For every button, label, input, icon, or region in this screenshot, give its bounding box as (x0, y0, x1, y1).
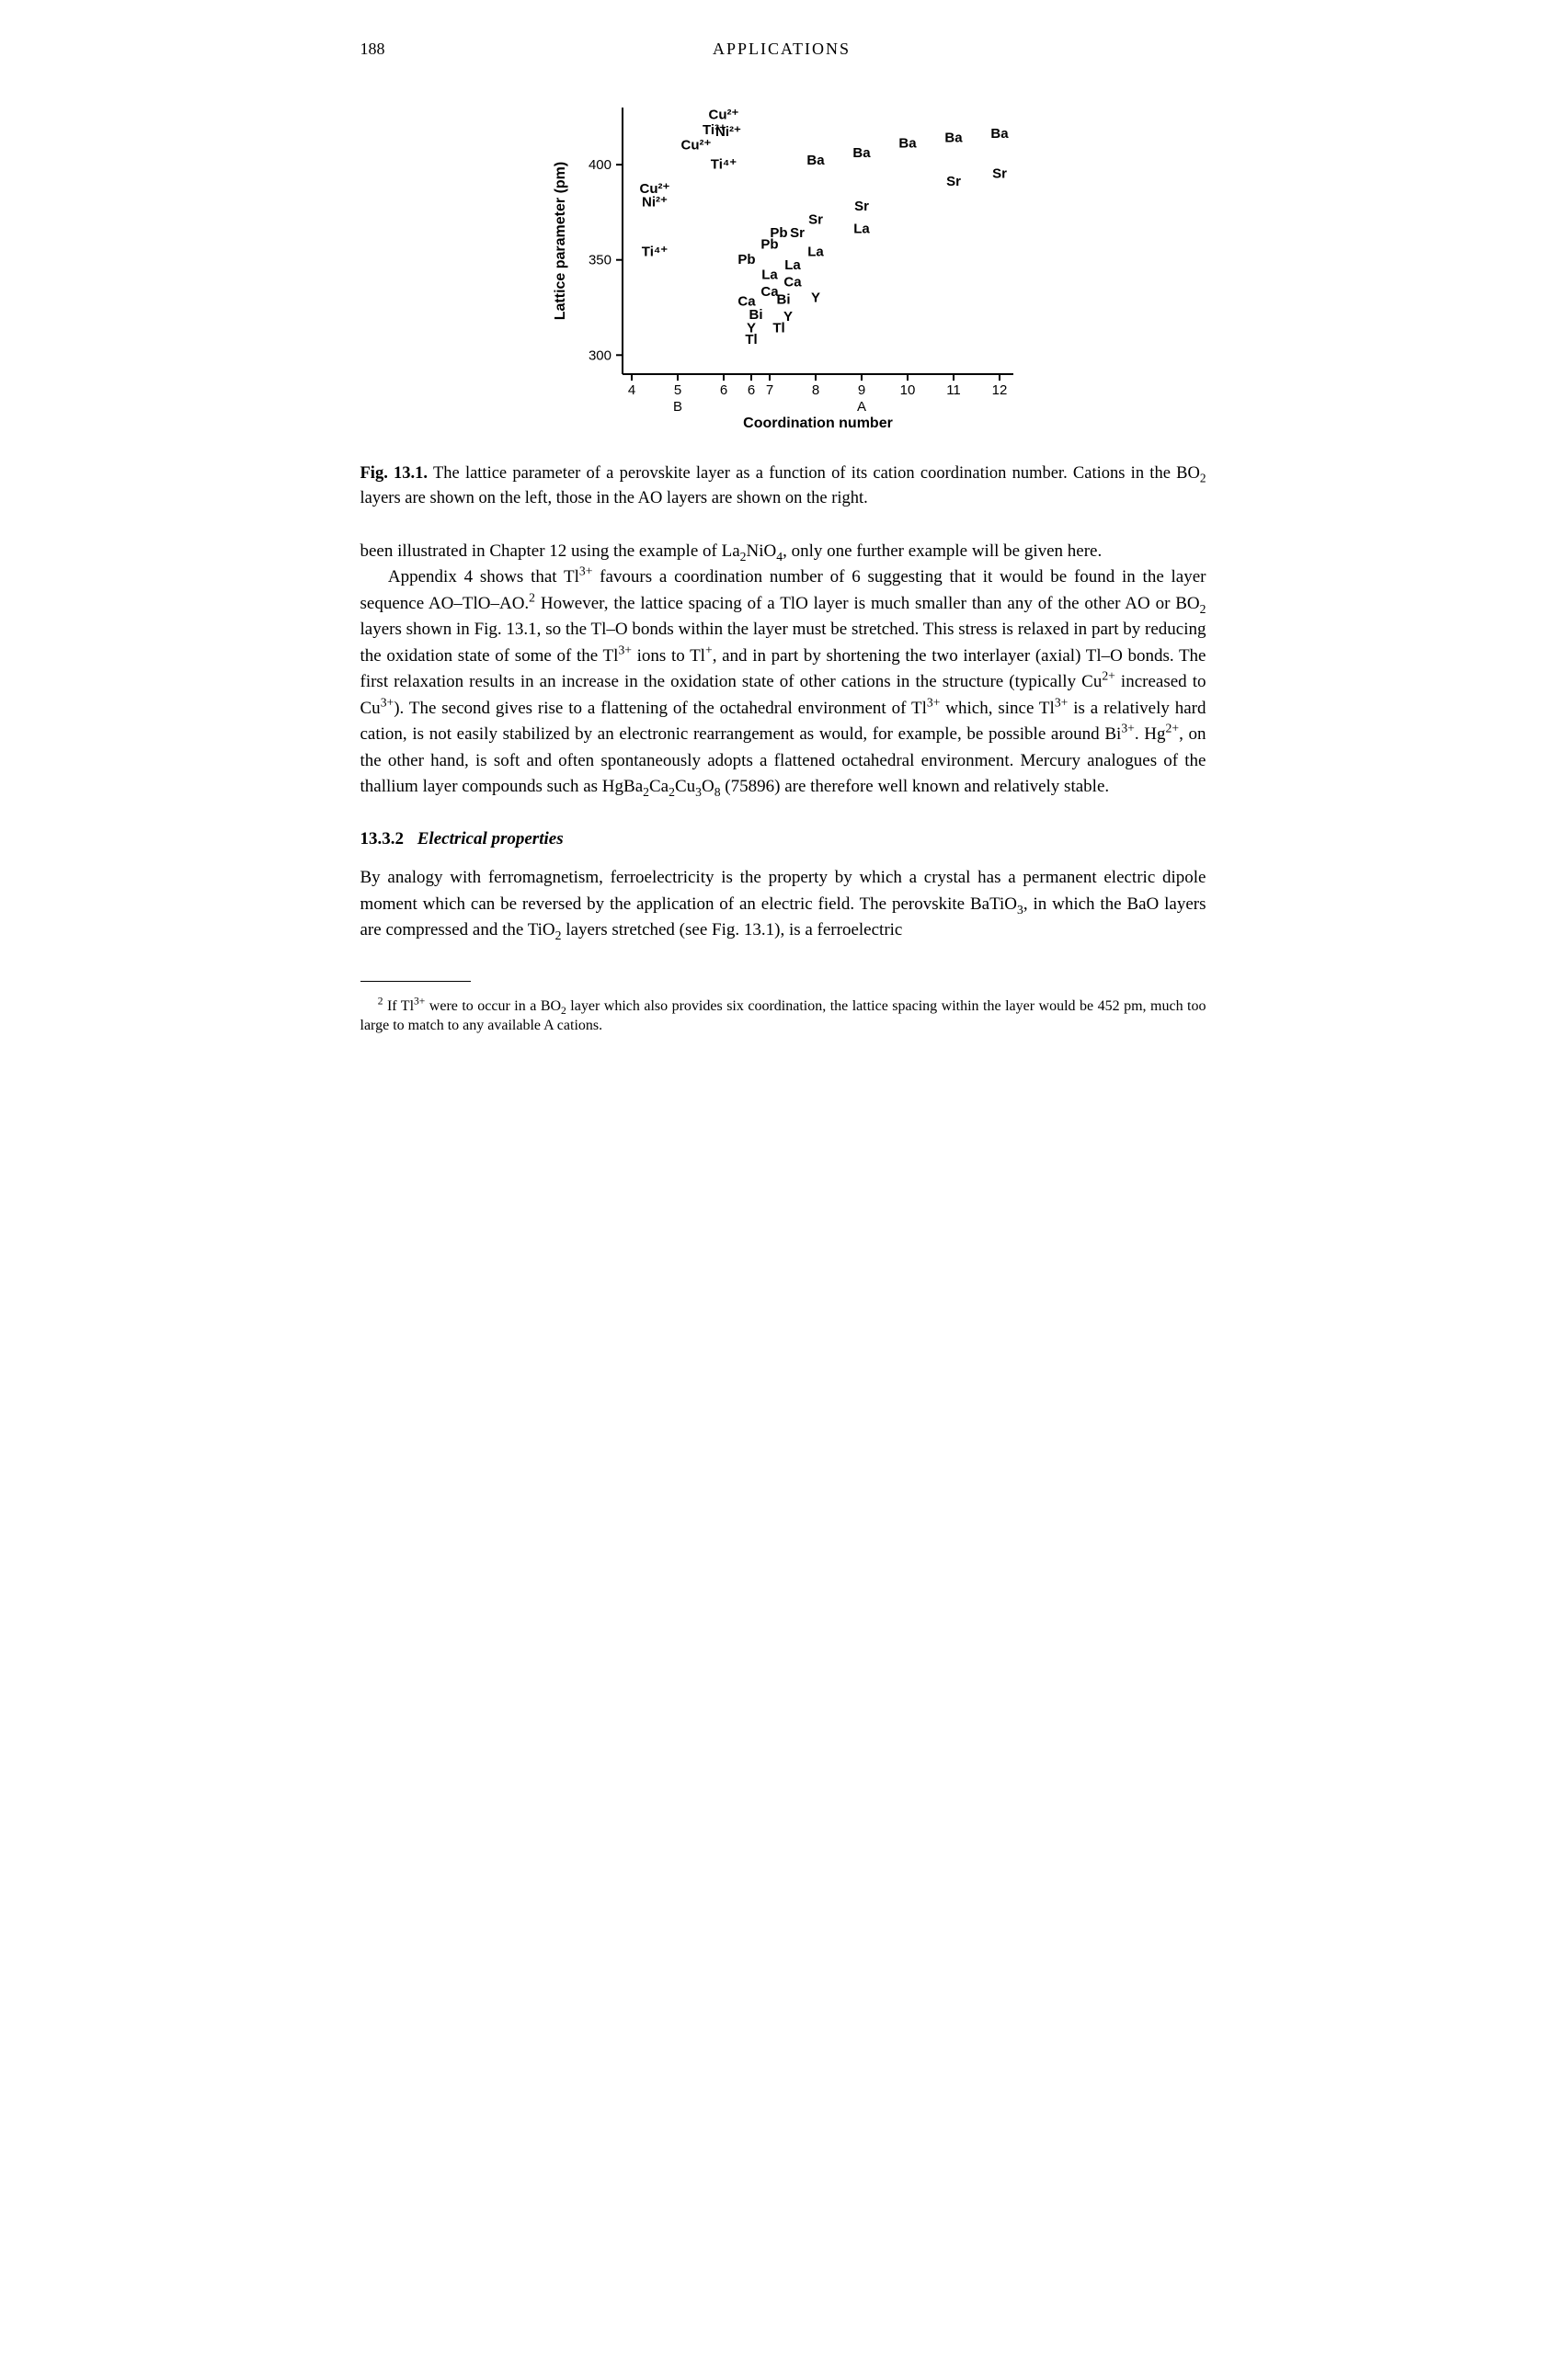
chapter-title: APPLICATIONS (385, 37, 1179, 62)
section-number: 13.3.2 (360, 829, 405, 848)
svg-text:Lattice parameter (pm): Lattice parameter (pm) (553, 162, 568, 321)
caption-label: Fig. 13.1. (360, 464, 429, 483)
svg-text:La: La (761, 267, 778, 282)
svg-text:Ba: Ba (852, 145, 871, 161)
svg-text:Ni²⁺: Ni²⁺ (715, 124, 741, 140)
svg-text:6: 6 (747, 382, 754, 398)
svg-text:Pb: Pb (737, 252, 755, 268)
body-p3: By analogy with ferromagnetism, ferroele… (360, 865, 1206, 944)
footnote: 2 If Tl3+ were to occur in a BO2 layer w… (360, 996, 1206, 1036)
svg-text:Ca: Ca (783, 275, 802, 290)
svg-text:10: 10 (899, 382, 915, 398)
svg-text:5: 5 (673, 382, 680, 398)
svg-text:Coordination number: Coordination number (743, 416, 893, 431)
svg-text:La: La (853, 222, 870, 237)
svg-text:Y: Y (810, 290, 819, 305)
svg-text:6: 6 (719, 382, 726, 398)
svg-text:Ti⁴⁺: Ti⁴⁺ (641, 245, 667, 260)
svg-text:12: 12 (991, 382, 1007, 398)
section-heading: 13.3.2 Electrical properties (360, 826, 1206, 853)
caption-text: The lattice parameter of a perovskite la… (360, 464, 1206, 507)
footnote-rule (360, 981, 471, 982)
svg-text:Bi: Bi (776, 291, 790, 307)
svg-text:La: La (807, 245, 824, 260)
footnote-text: If Tl3+ were to occur in a BO2 layer whi… (360, 998, 1206, 1034)
svg-text:350: 350 (588, 253, 611, 268)
svg-text:300: 300 (588, 347, 611, 363)
section-title: Electrical properties (417, 829, 564, 848)
svg-text:Cu²⁺: Cu²⁺ (708, 107, 738, 122)
svg-text:Sr: Sr (854, 199, 869, 214)
svg-text:Tl: Tl (772, 320, 784, 336)
svg-text:Tl: Tl (745, 332, 757, 347)
body-p1: been illustrated in Chapter 12 using the… (360, 539, 1206, 565)
lattice-chart: 300350400Lattice parameter (pm)456678910… (544, 98, 1023, 438)
figure-caption: Fig. 13.1. The lattice parameter of a pe… (360, 461, 1206, 511)
svg-text:Ba: Ba (944, 130, 963, 145)
svg-text:9: 9 (857, 382, 864, 398)
svg-text:4: 4 (627, 382, 634, 398)
page-header: 188 APPLICATIONS (360, 37, 1206, 62)
figure-13-1: 300350400Lattice parameter (pm)456678910… (360, 98, 1206, 438)
svg-text:A: A (856, 399, 865, 415)
svg-text:Ni²⁺: Ni²⁺ (642, 195, 668, 211)
svg-text:Ba: Ba (898, 136, 917, 152)
body-p2: Appendix 4 shows that Tl3+ favours a coo… (360, 564, 1206, 801)
svg-text:Sr: Sr (992, 166, 1007, 182)
page-number: 188 (360, 37, 385, 62)
footnote-marker: 2 (378, 996, 383, 1007)
svg-text:Pb: Pb (760, 236, 778, 252)
svg-text:Sr: Sr (808, 211, 823, 227)
svg-text:Cu²⁺: Cu²⁺ (680, 138, 711, 154)
svg-text:7: 7 (765, 382, 772, 398)
svg-text:B: B (672, 399, 681, 415)
svg-text:400: 400 (588, 157, 611, 173)
svg-text:Sr: Sr (790, 225, 805, 241)
svg-text:Ti⁴⁺: Ti⁴⁺ (710, 156, 736, 172)
svg-text:8: 8 (811, 382, 818, 398)
svg-text:Ba: Ba (990, 126, 1009, 142)
svg-text:11: 11 (946, 382, 961, 398)
svg-text:Sr: Sr (946, 174, 961, 189)
svg-text:Ba: Ba (806, 153, 825, 168)
svg-text:La: La (784, 257, 801, 273)
